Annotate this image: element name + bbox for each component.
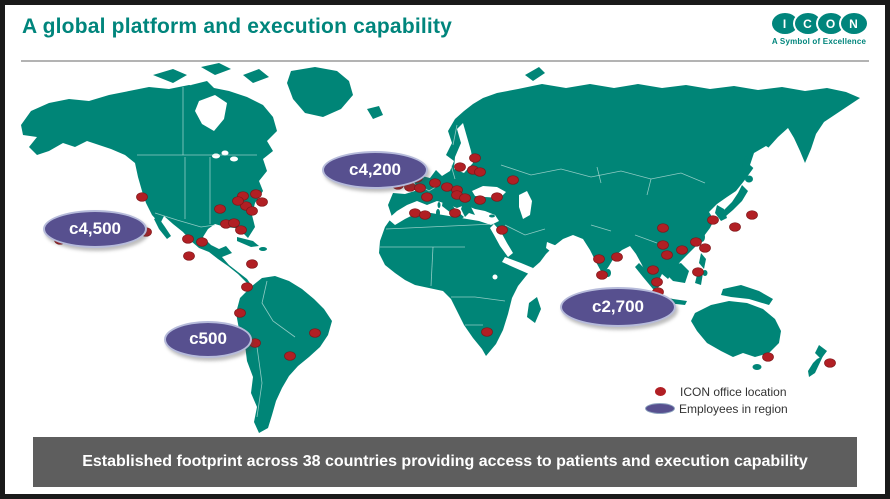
office-dot (284, 351, 296, 361)
office-dot (183, 251, 195, 261)
office-dot (593, 254, 605, 264)
office-dot (459, 193, 471, 203)
office-dot (746, 210, 758, 220)
icon-logo: I C O N A Symbol of Excellence (769, 11, 869, 46)
logo-letter-icon: N (838, 11, 869, 36)
office-dot (454, 162, 466, 172)
office-dot (699, 243, 711, 253)
office-dot (235, 225, 247, 235)
employees-ellipse-icon (645, 403, 675, 414)
legend-label-employees: Employees in region (679, 401, 788, 416)
office-dot (676, 245, 688, 255)
sea-cutouts (195, 95, 777, 280)
office-dot (651, 277, 663, 287)
office-dot (409, 208, 421, 218)
employees-bubble-c4500: c4,500 (43, 210, 147, 248)
office-dot (762, 352, 774, 362)
office-dot (611, 252, 623, 262)
office-dot (474, 167, 486, 177)
world-map (21, 63, 860, 433)
title-divider (21, 60, 869, 62)
employees-bubble-c500: c500 (164, 320, 252, 358)
office-dot (449, 208, 461, 218)
office-dot (469, 153, 481, 163)
office-dot (246, 259, 258, 269)
office-dot (657, 240, 669, 250)
employees-bubble-c2700: c2,700 (560, 287, 676, 327)
continents (21, 63, 860, 433)
office-dot (419, 210, 431, 220)
office-dot-icon (655, 387, 666, 396)
legend-label-offices: ICON office location (680, 384, 787, 399)
office-dot (596, 270, 608, 280)
office-dot (196, 237, 208, 247)
office-dot (657, 223, 669, 233)
country-borders (137, 87, 706, 418)
office-dot (824, 358, 836, 368)
office-dot (250, 189, 262, 199)
legend-row-offices: ICON office location (643, 383, 788, 400)
office-dot (729, 222, 741, 232)
office-dot (182, 234, 194, 244)
office-dot (429, 178, 441, 188)
office-dot (214, 204, 226, 214)
map-legend: ICON office location Employees in region (643, 383, 788, 417)
office-dot (136, 192, 148, 202)
office-dot (241, 282, 253, 292)
office-dot (692, 267, 704, 277)
office-dot (690, 237, 702, 247)
office-dot (441, 182, 453, 192)
office-dot (228, 218, 240, 228)
office-dot (232, 196, 244, 206)
office-dot (414, 183, 426, 193)
office-dot (507, 175, 519, 185)
office-dot (707, 215, 719, 225)
office-dot (309, 328, 321, 338)
logo-tagline: A Symbol of Excellence (771, 37, 867, 46)
employees-bubble-c4200: c4,200 (322, 151, 428, 189)
office-dot (491, 192, 503, 202)
office-dot (474, 195, 486, 205)
office-dot (421, 192, 433, 202)
office-dot (647, 265, 659, 275)
office-dot (496, 225, 508, 235)
icon-logo-ovals: I C O N (769, 11, 869, 36)
office-dot (234, 308, 246, 318)
office-dot (246, 206, 258, 216)
office-dot (481, 327, 493, 337)
footer-banner: Established footprint across 38 countrie… (33, 437, 857, 487)
legend-row-employees: Employees in region (643, 400, 788, 417)
office-dot (661, 250, 673, 260)
office-dot (256, 197, 268, 207)
page-title: A global platform and execution capabili… (22, 15, 453, 38)
